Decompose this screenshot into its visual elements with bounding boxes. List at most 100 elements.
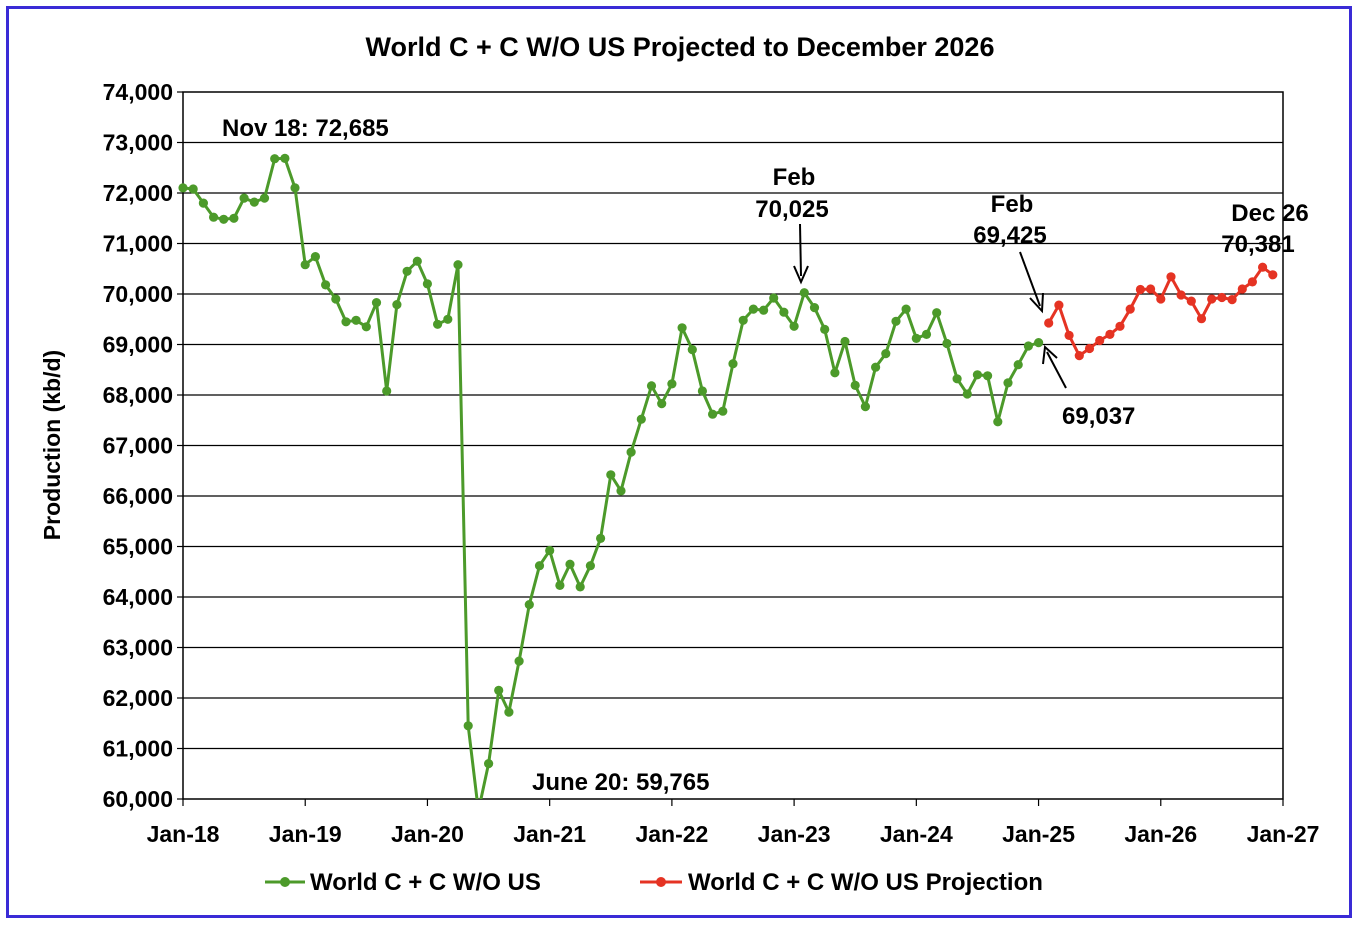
series-point-0 [911,333,921,343]
series-point-0 [504,707,514,717]
series-point-0 [809,303,820,313]
series-point-1 [1268,270,1278,280]
series-point-1 [1258,262,1268,272]
series-point-0 [361,322,371,332]
y-tick-label: 64,000 [103,584,173,610]
y-tick-label: 74,000 [103,79,173,105]
legend-marker-historical [280,877,290,887]
series-point-0 [952,374,962,384]
series-point-0 [331,294,341,304]
annotation-dec26-value: 70,381 [1221,231,1294,258]
series-point-0 [219,214,229,224]
series-point-1 [1146,284,1156,294]
series-point-0 [443,314,453,324]
series-point-0 [606,470,616,480]
series-point-0 [392,300,402,310]
series-point-0 [565,559,575,569]
series-point-0 [371,298,382,308]
series-point-0 [494,685,504,696]
annotation-trough: June 20: 59,765 [532,769,709,796]
series-point-0 [433,319,443,329]
series-point-0 [860,402,871,412]
arrow-jan25-head [1042,344,1058,365]
series-point-0 [932,308,942,318]
y-tick-label: 63,000 [103,635,173,661]
series-point-0 [545,545,555,556]
annotation-feb25-value: 69,425 [973,222,1046,249]
series-point-0 [840,336,850,347]
arrow-feb25-head [1029,292,1044,314]
series-point-1 [1186,296,1196,306]
y-tick-label: 61,000 [103,736,173,762]
series-point-0 [1013,360,1023,370]
y-tick-label: 65,000 [103,534,173,560]
series-point-0 [657,399,667,409]
x-tick-label: Jan-21 [513,821,586,847]
arrow-jan25-shaft [1046,351,1067,389]
series-point-0 [229,213,239,223]
annotations: Nov 18: 72,685 Feb 70,025 Feb 69,425 69,… [222,115,1309,796]
series-point-1 [1115,321,1125,331]
annotation-feb25-month: Feb [991,191,1034,218]
series-point-0 [667,379,677,389]
series-point-0 [891,316,901,326]
series-point-1 [1207,294,1217,304]
series-point-0 [687,345,697,355]
series-point-0 [555,580,565,591]
series-point-0 [972,370,983,380]
x-tick-label: Jan-24 [880,821,953,847]
y-axis-label: Production (kb/d) [39,350,65,540]
series-point-1 [1044,318,1054,328]
series-point-0 [534,561,545,571]
y-tick-label: 73,000 [103,130,173,156]
series-point-0 [769,293,779,303]
series-point-0 [677,323,687,333]
arrow-feb23-head [793,265,809,285]
x-tick-label: Jan-20 [391,821,464,847]
series-point-0 [422,279,432,289]
annotation-dec26-month: Dec 26 [1231,200,1308,227]
x-tick-label: Jan-18 [147,821,220,847]
x-axis-ticks: Jan-18 Jan-19 Jan-20 Jan-21 Jan-22 Jan-23 Jan-… [147,799,1320,847]
series-point-1 [1064,330,1074,340]
series-point-0 [738,315,748,325]
x-tick-label: Jan-22 [635,821,708,847]
series-point-0 [728,359,738,369]
series-point-0 [799,288,809,298]
series-point-0 [575,582,585,592]
series-point-1 [1166,272,1176,282]
series-point-0 [850,380,860,390]
series-point-0 [697,386,708,396]
y-axis-ticks: 60,000 61,000 62,000 63,000 64,000 65,000 66,0… [103,79,183,812]
legend: World C + C W/O US World C + C W/O US Pr… [265,869,1043,896]
series-point-0 [759,305,769,315]
series-point-1 [1156,294,1166,304]
series-point-0 [280,153,290,163]
legend-label-projection: World C + C W/O US Projection [688,869,1043,896]
x-tick-label: Jan-27 [1247,821,1320,847]
series-point-0 [636,414,646,424]
series-point-1 [1095,335,1105,346]
x-tick-label: Jan-25 [1002,821,1075,847]
series-point-0 [453,260,463,270]
series-point-0 [830,368,840,378]
series-point-0 [1023,341,1033,351]
series-point-0 [524,600,534,610]
series-point-1 [1247,277,1257,287]
arrow-feb25-shaft [1019,251,1041,307]
chart-title: World C + C W/O US Projected to December… [366,32,995,62]
series-point-0 [463,721,473,731]
y-tick-label: 69,000 [103,332,173,358]
series-point-0 [412,256,422,266]
series-point-0 [310,252,320,262]
series-point-0 [209,212,219,222]
series-point-0 [596,533,606,544]
series-point-1 [1125,304,1135,314]
series-point-0 [484,759,494,769]
annotation-jan25-value: 69,037 [1062,403,1135,430]
series-point-0 [321,280,331,290]
x-tick-label: Jan-23 [758,821,831,847]
series-point-0 [1003,378,1013,388]
series-point-0 [178,183,188,193]
